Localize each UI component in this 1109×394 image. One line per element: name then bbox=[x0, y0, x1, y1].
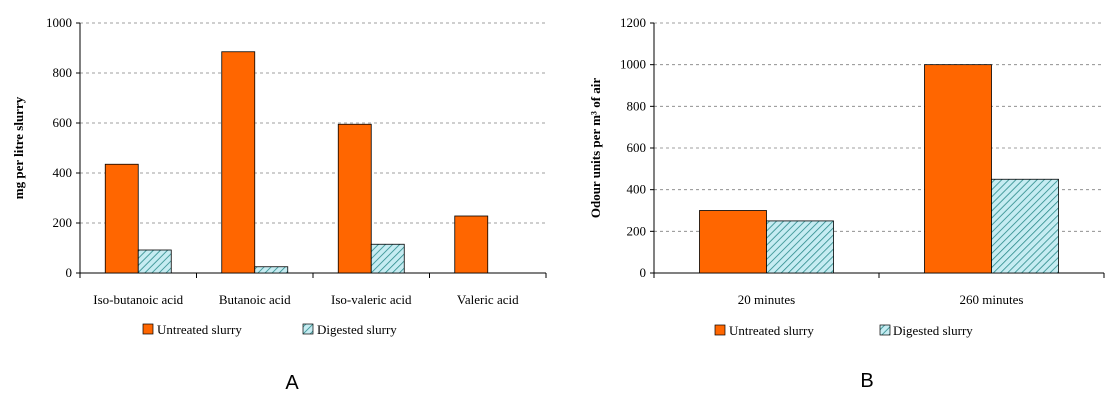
bar-untreated bbox=[337, 123, 372, 274]
chart-a: mg per litre slurry Untreated slurry Dig… bbox=[11, 15, 547, 394]
x-tick-label: Iso-valeric acid bbox=[331, 292, 412, 307]
y-tick-label: 800 bbox=[627, 98, 647, 113]
legend-label-untreated: Untreated slurry bbox=[729, 323, 814, 338]
chart-a-legend: Untreated slurry Digested slurry bbox=[142, 322, 397, 337]
bar-digested bbox=[370, 243, 405, 274]
chart-b-y-axis-label: Odour units per m³ of air bbox=[588, 78, 603, 219]
x-tick-label: Butanoic acid bbox=[219, 292, 291, 307]
x-tick-label: Valeric acid bbox=[457, 292, 519, 307]
legend-swatch-digested bbox=[879, 324, 891, 336]
x-tick-label: 20 minutes bbox=[738, 292, 795, 307]
y-tick-label: 1200 bbox=[620, 15, 646, 30]
bar-untreated bbox=[924, 64, 992, 274]
y-tick-label: 200 bbox=[627, 223, 647, 238]
y-tick-label: 400 bbox=[53, 165, 73, 180]
bar-untreated bbox=[221, 51, 256, 274]
bar-digested bbox=[254, 266, 289, 274]
bar-digested bbox=[991, 178, 1059, 274]
bar-digested bbox=[766, 220, 834, 274]
legend-label-untreated: Untreated slurry bbox=[157, 322, 242, 337]
y-tick-label: 600 bbox=[53, 115, 73, 130]
legend-label-digested: Digested slurry bbox=[893, 323, 973, 338]
panel-label-a: A bbox=[285, 372, 299, 394]
y-tick-label: 600 bbox=[627, 140, 647, 155]
panel-label-b: B bbox=[860, 370, 873, 392]
chart-b-legend: Untreated slurry Digested slurry bbox=[714, 323, 973, 338]
legend-swatch-digested bbox=[302, 323, 314, 335]
y-tick-label: 0 bbox=[640, 265, 647, 280]
y-tick-label: 1000 bbox=[620, 57, 646, 72]
y-tick-label: 1000 bbox=[46, 15, 72, 30]
x-tick-label: Iso-butanoic acid bbox=[93, 292, 183, 307]
bar-digested bbox=[137, 249, 172, 274]
bar-untreated bbox=[454, 215, 489, 274]
legend-swatch-untreated bbox=[714, 324, 726, 336]
chart-b: Odour units per m³ of air Untreated slur… bbox=[588, 15, 1105, 392]
bar-untreated bbox=[104, 163, 139, 274]
legend-label-digested: Digested slurry bbox=[317, 322, 397, 337]
y-tick-label: 400 bbox=[627, 182, 647, 197]
legend-swatch-untreated bbox=[142, 323, 154, 335]
x-tick-label: 260 minutes bbox=[960, 292, 1024, 307]
chart-a-y-axis-label: mg per litre slurry bbox=[11, 96, 26, 199]
y-tick-label: 0 bbox=[66, 265, 73, 280]
y-tick-label: 200 bbox=[53, 215, 73, 230]
bar-untreated bbox=[699, 210, 767, 274]
y-tick-label: 800 bbox=[53, 65, 73, 80]
